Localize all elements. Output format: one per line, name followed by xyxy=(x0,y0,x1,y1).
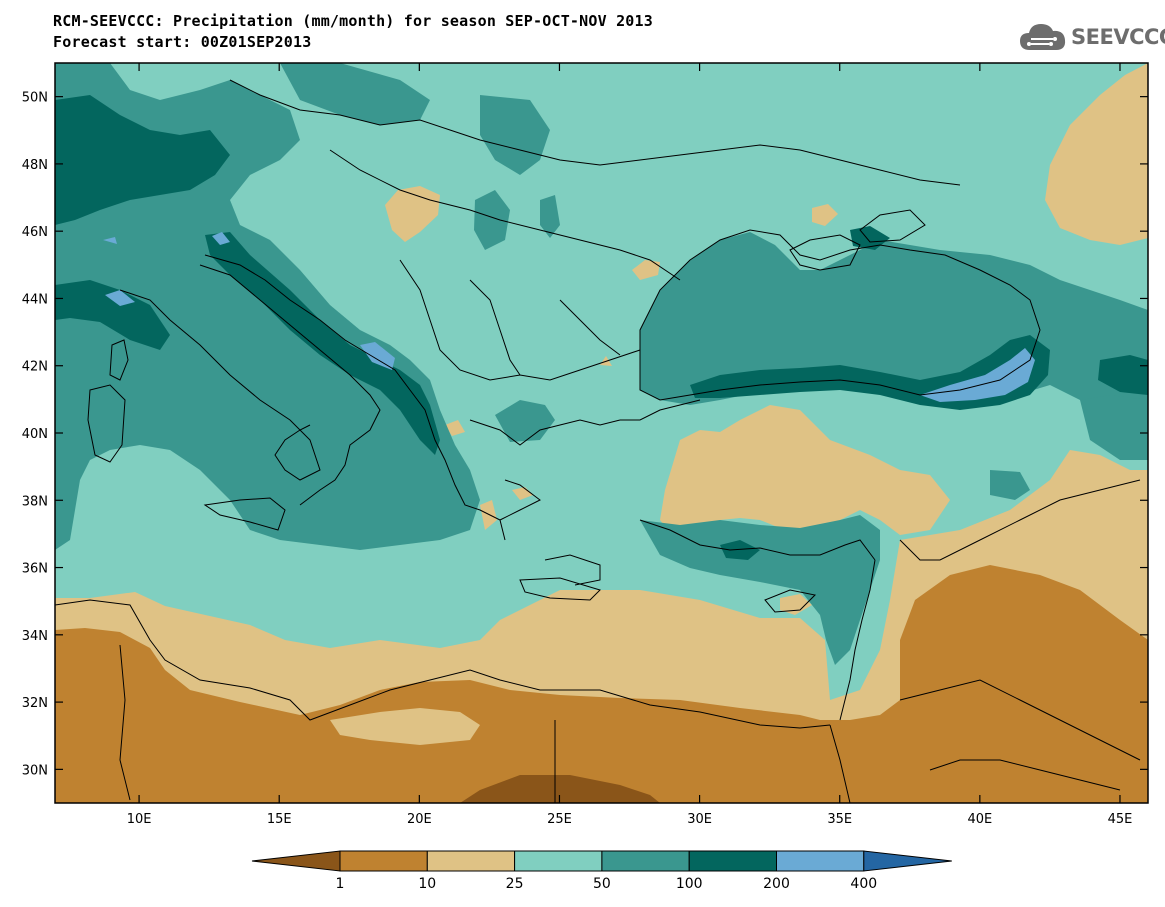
lat-tick-label: 50N xyxy=(22,91,48,106)
longitude-axis: 10E 15E 20E 25E 30E 35E 40E 45E xyxy=(127,63,1133,827)
forecast-start-label: Forecast start: 00Z01SEP2013 xyxy=(53,33,312,51)
lon-tick-label: 35E xyxy=(827,812,852,827)
dry-zone-anatolia xyxy=(660,405,950,545)
lat-tick-label: 34N xyxy=(22,629,48,644)
lat-tick-label: 40N xyxy=(22,427,48,442)
lon-tick-label: 25E xyxy=(547,812,572,827)
colorbar-segment xyxy=(426,850,516,872)
cloud-icon xyxy=(1020,24,1066,50)
colorbar-segment xyxy=(339,850,428,872)
arid-zone-libya-egypt xyxy=(55,565,1148,803)
lat-tick-label: 42N xyxy=(22,360,48,375)
lat-tick-label: 44N xyxy=(22,292,48,307)
lat-tick-label: 46N xyxy=(22,225,48,240)
colorbar-under-arrow xyxy=(251,850,341,872)
wet-spot-libya xyxy=(330,708,480,745)
precipitation-field xyxy=(55,63,1148,803)
lon-tick-label: 10E xyxy=(127,812,152,827)
lat-tick-label: 48N xyxy=(22,158,48,173)
colorbar: 1 10 25 50 100 200 400 xyxy=(251,850,952,892)
lon-tick-label: 20E xyxy=(407,812,432,827)
lat-tick-label: 32N xyxy=(22,696,48,711)
lat-tick-label: 38N xyxy=(22,494,48,509)
very-wet-zone-alps xyxy=(55,95,230,225)
colorbar-segment xyxy=(688,850,778,872)
heavy-rain-spot-georgia-coast xyxy=(920,348,1035,402)
colorbar-level-label: 400 xyxy=(850,876,877,892)
hyper-arid-spot xyxy=(460,775,660,803)
dry-spot-hungary xyxy=(385,186,440,242)
lon-tick-label: 15E xyxy=(267,812,292,827)
colorbar-segment xyxy=(776,850,865,872)
colorbar-level-label: 10 xyxy=(418,876,436,892)
lat-tick-label: 30N xyxy=(22,763,48,778)
logo-text: SEEVCCC xyxy=(1071,25,1165,49)
colorbar-segment xyxy=(514,850,603,872)
latitude-axis: 30N 32N 34N 36N 38N 40N 42N 44N 46N 48N 50N xyxy=(22,91,1148,778)
wet-zone-north-alps xyxy=(280,63,430,125)
seevccc-logo: SEEVCCC xyxy=(1018,20,1165,54)
coastlines xyxy=(55,79,1141,803)
lon-tick-label: 40E xyxy=(967,812,992,827)
colorbar-level-label: 1 xyxy=(336,876,345,892)
dry-zone-ukraine-east xyxy=(1045,63,1148,245)
lon-tick-label: 30E xyxy=(687,812,712,827)
map-title: RCM-SEEVCCC: Precipitation (mm/month) fo… xyxy=(53,12,653,30)
colorbar-level-label: 25 xyxy=(506,876,524,892)
colorbar-level-label: 100 xyxy=(676,876,703,892)
colorbar-over-arrow xyxy=(863,850,952,872)
colorbar-segment xyxy=(601,850,690,872)
lat-tick-label: 36N xyxy=(22,562,48,577)
colorbar-level-label: 200 xyxy=(763,876,790,892)
wet-zone-eastern-med xyxy=(640,515,880,665)
lon-tick-label: 45E xyxy=(1108,812,1133,827)
colorbar-level-label: 50 xyxy=(593,876,611,892)
